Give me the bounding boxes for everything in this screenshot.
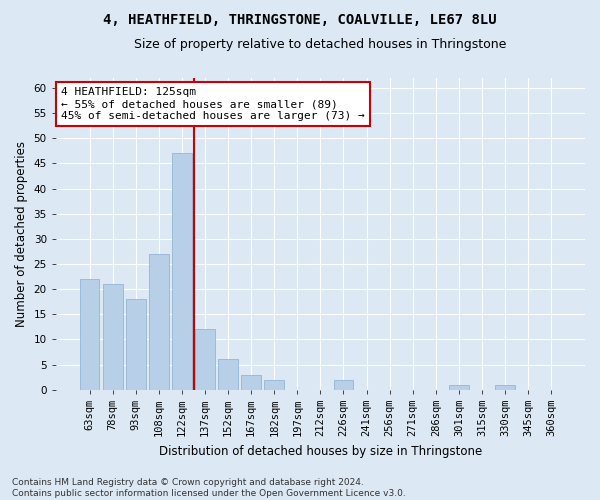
Bar: [334, 380, 353, 390]
X-axis label: Distribution of detached houses by size in Thringstone: Distribution of detached houses by size …: [159, 444, 482, 458]
Y-axis label: Number of detached properties: Number of detached properties: [15, 141, 28, 327]
Bar: [172, 154, 192, 390]
Bar: [126, 299, 146, 390]
Bar: [80, 279, 100, 390]
Bar: [241, 374, 261, 390]
Text: 4, HEATHFIELD, THRINGSTONE, COALVILLE, LE67 8LU: 4, HEATHFIELD, THRINGSTONE, COALVILLE, L…: [103, 12, 497, 26]
Title: Size of property relative to detached houses in Thringstone: Size of property relative to detached ho…: [134, 38, 506, 51]
Bar: [195, 330, 215, 390]
Bar: [218, 360, 238, 390]
Bar: [265, 380, 284, 390]
Text: Contains HM Land Registry data © Crown copyright and database right 2024.
Contai: Contains HM Land Registry data © Crown c…: [12, 478, 406, 498]
Text: 4 HEATHFIELD: 125sqm
← 55% of detached houses are smaller (89)
45% of semi-detac: 4 HEATHFIELD: 125sqm ← 55% of detached h…: [61, 88, 365, 120]
Bar: [149, 254, 169, 390]
Bar: [103, 284, 122, 390]
Bar: [449, 384, 469, 390]
Bar: [495, 384, 515, 390]
